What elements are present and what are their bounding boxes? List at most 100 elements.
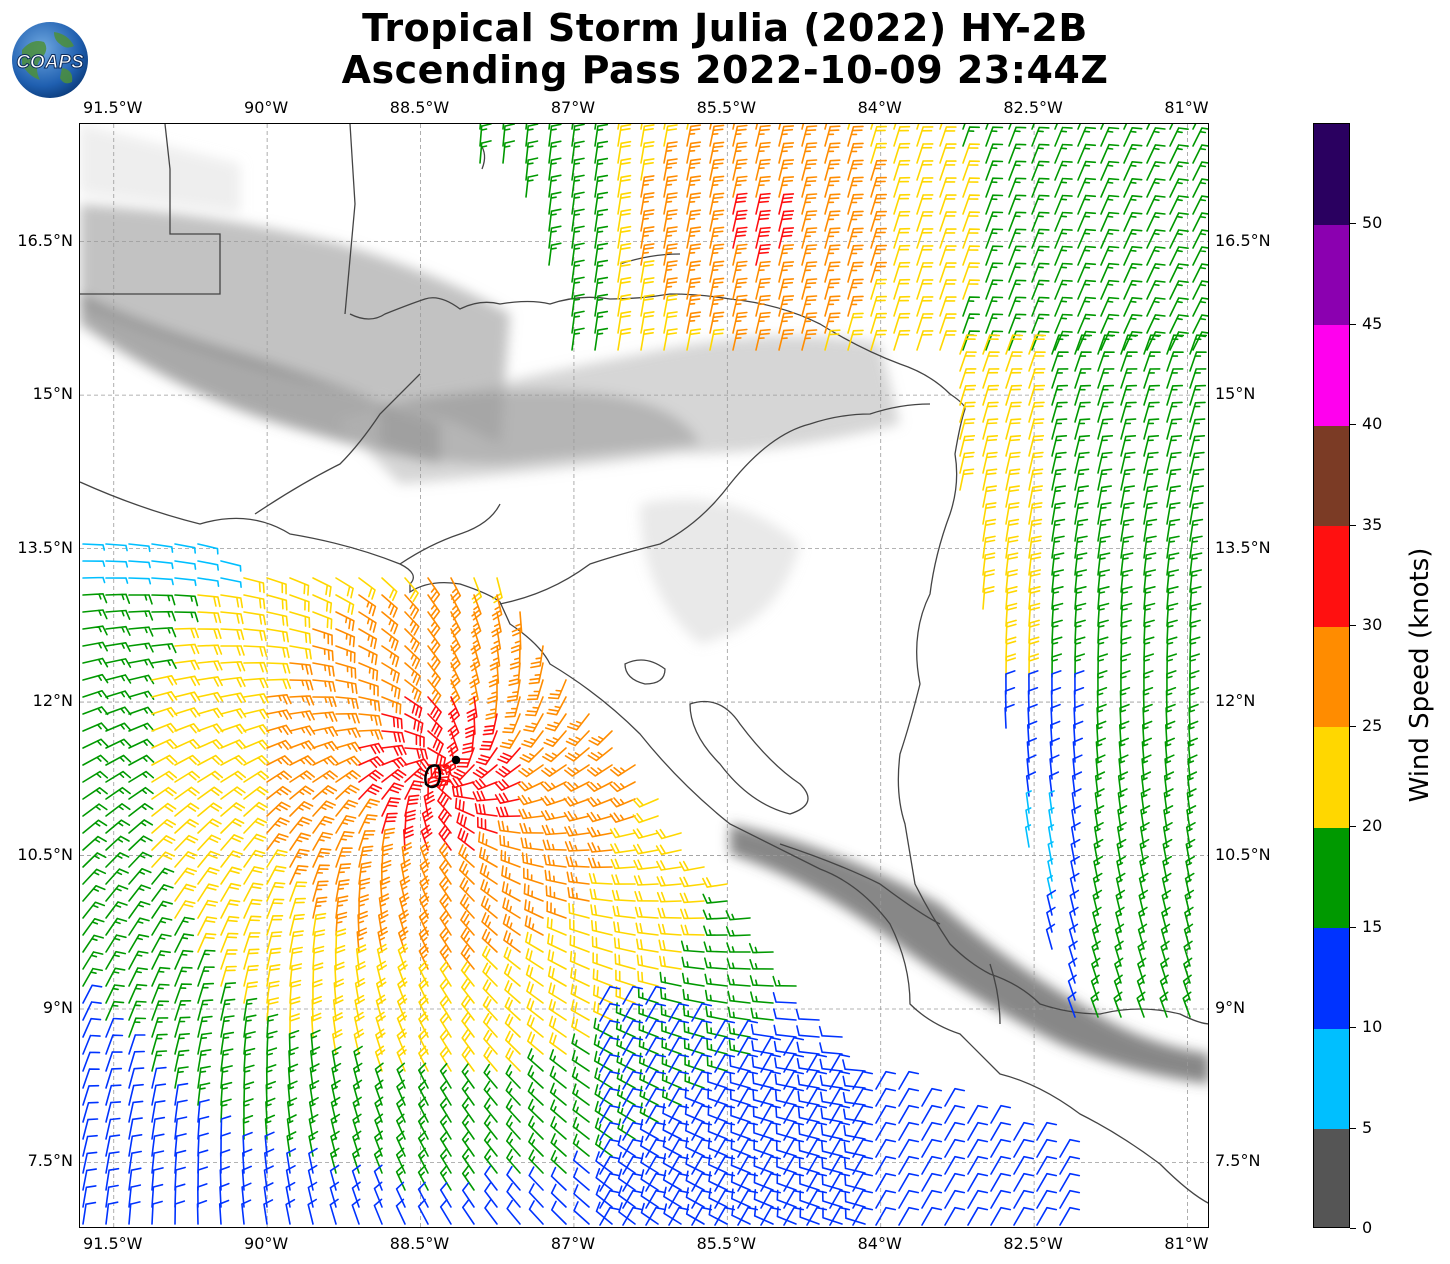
wind-barb [329, 1198, 339, 1225]
wind-barb [151, 1200, 163, 1225]
wind-barb [959, 368, 977, 389]
wind-barb [105, 770, 132, 783]
wind-barb [1116, 838, 1127, 865]
wind-barb [545, 885, 567, 902]
wind-barb [617, 276, 632, 300]
wind-barb [404, 611, 420, 636]
wind-barb [613, 921, 636, 936]
wind-barb [1192, 178, 1208, 198]
wind-barb [801, 329, 818, 351]
wind-barb [732, 226, 748, 249]
wind-barb [962, 245, 980, 266]
wind-barb [572, 1100, 590, 1123]
wind-barb [1097, 401, 1114, 423]
wind-barb [622, 1206, 644, 1226]
wind-barb [105, 754, 132, 766]
wind-barb [1051, 535, 1065, 559]
wind-barb [588, 873, 613, 885]
wind-barb [151, 1183, 164, 1208]
wind-barb [1046, 906, 1056, 933]
wind-barb [508, 662, 521, 686]
wind-barb [870, 193, 887, 215]
wind-barb [461, 1080, 475, 1106]
wind-barb [985, 296, 1004, 317]
wind-barb [1115, 906, 1125, 933]
wind-barb [633, 875, 659, 886]
wind-barb [526, 679, 544, 701]
wind-barb [847, 312, 864, 334]
wind-barb [551, 1200, 567, 1225]
wind-barb [243, 645, 268, 657]
wind-barb [378, 893, 390, 919]
wind-barb [916, 126, 934, 147]
wind-barb [174, 1016, 191, 1038]
wind-barb [439, 910, 452, 936]
wind-barb [421, 807, 434, 834]
wind-barb [571, 225, 585, 249]
wind-barb [755, 158, 771, 181]
wind-barb [197, 1049, 212, 1072]
wind-barb [547, 965, 567, 987]
wind-barb [266, 947, 282, 970]
colorbar-bin [1314, 124, 1349, 225]
wind-barb [461, 1046, 475, 1072]
wind-barb [783, 1155, 805, 1175]
wind-barb [636, 954, 659, 970]
wind-barb [1166, 435, 1183, 457]
wind-barb [990, 1206, 1012, 1226]
wind-barb [632, 797, 659, 808]
wind-barb [829, 1189, 851, 1209]
wind-barb [1091, 957, 1101, 984]
wind-barb [506, 1199, 521, 1225]
wind-barb [599, 1138, 621, 1158]
wind-barb [128, 1050, 145, 1072]
wind-barb [1047, 858, 1054, 882]
wind-barb [564, 825, 590, 837]
wind-barb [439, 1164, 452, 1191]
wind-barb [151, 770, 178, 783]
wind-barb [1031, 279, 1050, 300]
wind-barb [427, 764, 449, 783]
wind-barb [737, 1036, 759, 1056]
wind-barb [569, 934, 590, 953]
wind-barb [1120, 334, 1139, 355]
wind-barb [335, 784, 360, 800]
wind-barb [220, 866, 242, 885]
wind-barb [479, 124, 482, 130]
wind-barb [1054, 143, 1073, 164]
wind-barb [656, 860, 682, 871]
wind-barb [547, 933, 567, 953]
wind-barb [197, 739, 224, 750]
wind-barb [1143, 451, 1159, 474]
wind-barb [870, 278, 887, 300]
wind-barb [483, 1114, 498, 1140]
wind-barb [571, 1033, 590, 1055]
wind-barb [1192, 127, 1208, 147]
wind-barb [450, 764, 475, 781]
wind-barb [285, 1165, 296, 1191]
wind-barb [599, 1155, 621, 1175]
wind-barb [916, 245, 934, 266]
wind-barb [151, 706, 178, 718]
wind-barb [1183, 923, 1194, 950]
wind-barb [893, 124, 897, 130]
wind-barb [481, 945, 498, 970]
wind-barb [622, 1172, 644, 1192]
wind-barb [691, 1138, 713, 1158]
lat-label-left: 10.5°N [17, 844, 73, 864]
wind-barb [645, 1155, 667, 1175]
wind-barb [760, 1172, 782, 1192]
wind-barb [381, 628, 399, 651]
wind-barb [1036, 1172, 1058, 1192]
wind-barb [1146, 229, 1166, 249]
wind-barb [220, 965, 237, 987]
wind-barb [640, 192, 655, 215]
wind-barb [105, 609, 131, 620]
wind-barb [525, 931, 544, 953]
wind-barb [847, 193, 864, 215]
wind-barb [594, 174, 609, 198]
wind-barb [464, 713, 476, 739]
wind-barb [640, 209, 655, 232]
wind-barb [1166, 502, 1181, 525]
wind-barb [829, 1070, 851, 1090]
